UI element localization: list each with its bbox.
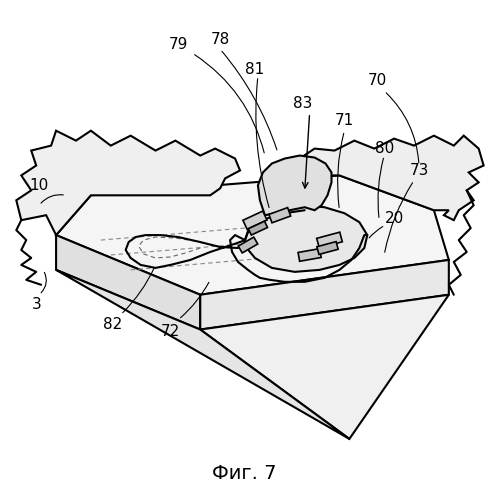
Polygon shape [243,211,267,230]
Text: 80: 80 [375,141,394,156]
Text: 10: 10 [30,178,49,193]
Text: 70: 70 [367,74,387,88]
Polygon shape [317,242,338,254]
Text: Фиг. 7: Фиг. 7 [212,464,276,483]
Text: 20: 20 [385,210,404,226]
Polygon shape [258,156,331,215]
Polygon shape [200,260,449,330]
Polygon shape [269,208,291,223]
Polygon shape [248,221,267,235]
Text: 79: 79 [169,36,188,52]
Polygon shape [200,294,449,439]
Text: 83: 83 [293,96,312,112]
Polygon shape [245,206,367,272]
Polygon shape [295,136,484,220]
Text: 3: 3 [31,297,41,312]
Polygon shape [56,270,349,439]
Polygon shape [238,237,258,253]
Text: 71: 71 [335,113,354,128]
Polygon shape [298,248,321,262]
Polygon shape [16,130,240,235]
Polygon shape [56,235,200,330]
Text: 81: 81 [245,62,264,76]
Polygon shape [317,232,342,248]
Text: 78: 78 [210,32,230,46]
Polygon shape [56,176,449,294]
Text: 73: 73 [409,163,428,178]
Text: 72: 72 [161,324,180,339]
Text: 82: 82 [103,317,122,332]
